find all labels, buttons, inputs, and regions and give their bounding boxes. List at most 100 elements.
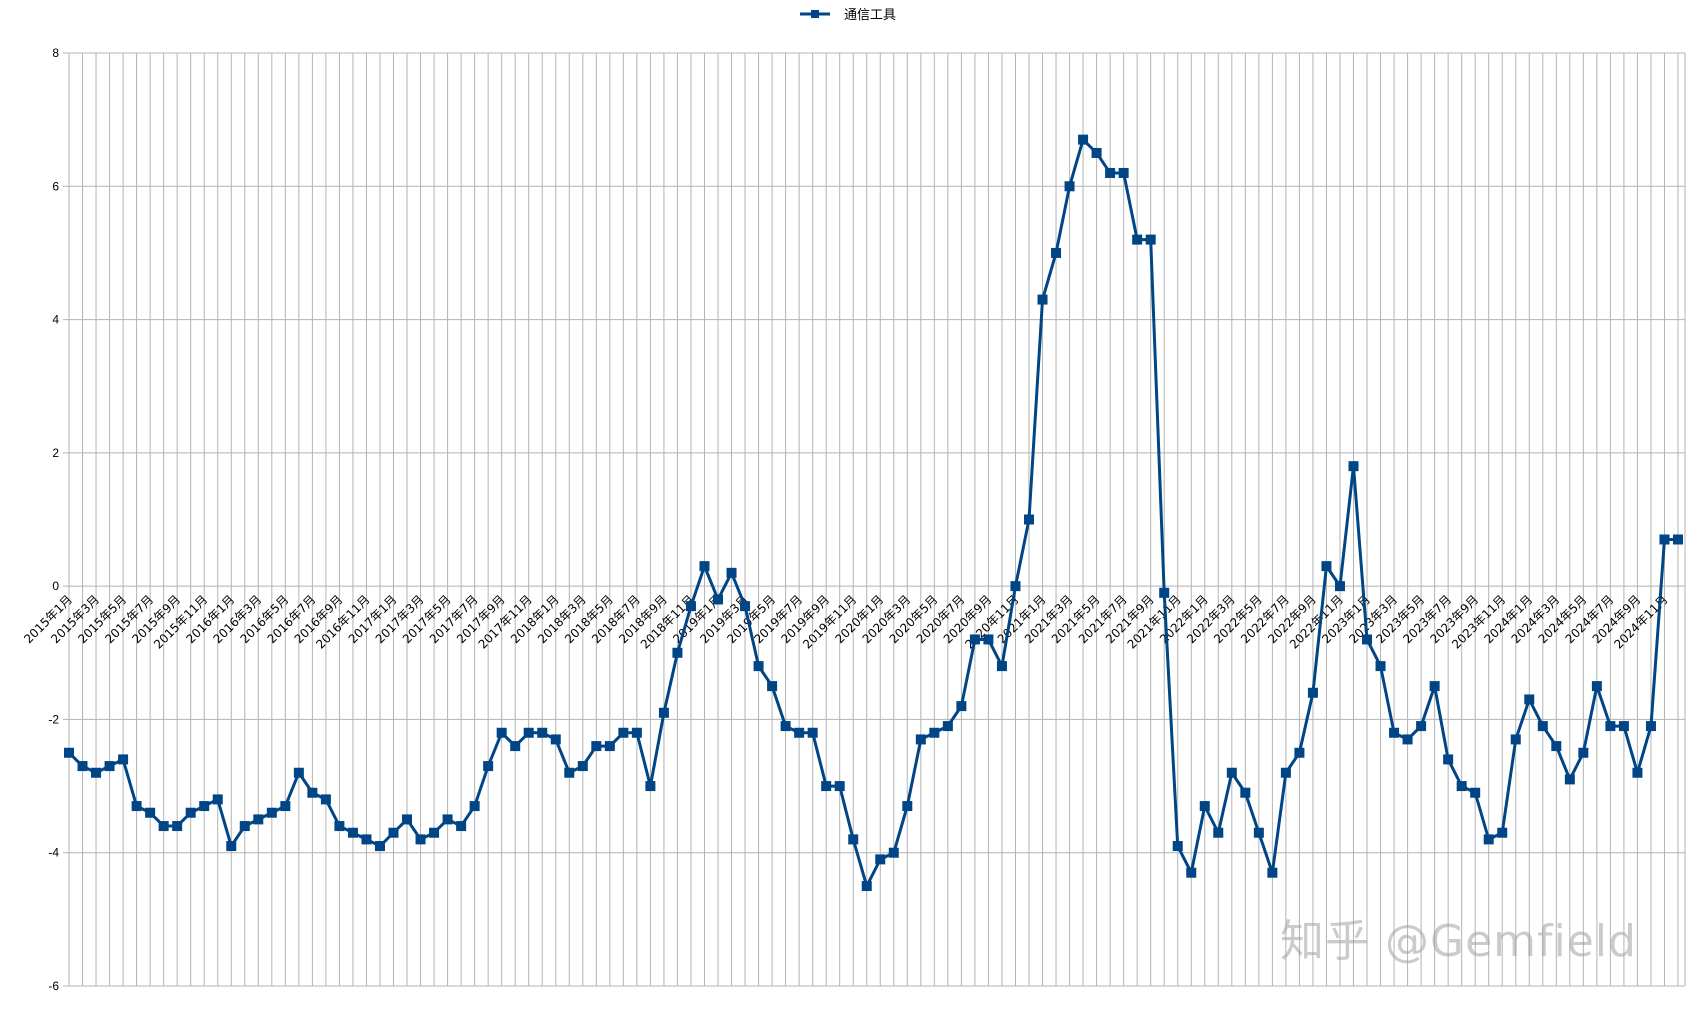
data-point-marker bbox=[429, 827, 440, 838]
data-point-marker bbox=[685, 601, 696, 612]
data-point-marker bbox=[550, 734, 561, 745]
data-point-marker bbox=[1334, 581, 1345, 592]
data-point-marker bbox=[1578, 747, 1589, 758]
data-point-marker bbox=[388, 827, 399, 838]
data-point-marker bbox=[902, 801, 913, 812]
data-point-marker bbox=[1253, 827, 1264, 838]
data-point-marker bbox=[740, 601, 751, 612]
data-point-marker bbox=[374, 841, 385, 852]
data-point-marker bbox=[402, 814, 413, 825]
data-point-marker bbox=[226, 841, 237, 852]
data-point-marker bbox=[591, 741, 602, 752]
data-point-marker bbox=[185, 807, 196, 818]
data-point-marker bbox=[523, 727, 534, 738]
data-point-marker bbox=[875, 854, 886, 865]
data-point-marker bbox=[64, 747, 74, 758]
data-point-marker bbox=[320, 794, 331, 805]
data-point-marker bbox=[266, 807, 277, 818]
data-point-marker bbox=[1010, 581, 1021, 592]
data-point-marker bbox=[564, 767, 575, 778]
data-point-marker bbox=[537, 727, 548, 738]
data-point-marker bbox=[1618, 721, 1629, 732]
data-point-marker bbox=[780, 721, 791, 732]
data-point-marker bbox=[1416, 721, 1427, 732]
data-point-marker bbox=[672, 647, 683, 658]
data-point-marker bbox=[483, 761, 494, 772]
data-point-marker bbox=[361, 834, 372, 845]
data-point-marker bbox=[172, 821, 183, 832]
data-point-marker bbox=[888, 847, 899, 858]
data-point-marker bbox=[347, 827, 358, 838]
y-tick-label: 4 bbox=[52, 313, 59, 327]
data-point-marker bbox=[577, 761, 588, 772]
data-point-marker bbox=[1483, 834, 1494, 845]
y-tick-label: 8 bbox=[52, 46, 59, 60]
data-point-marker bbox=[1240, 787, 1251, 798]
data-point-marker bbox=[1564, 774, 1575, 785]
data-point-marker bbox=[713, 594, 724, 605]
data-point-marker bbox=[293, 767, 304, 778]
data-point-marker bbox=[767, 681, 778, 692]
data-point-marker bbox=[1362, 634, 1373, 645]
data-point-marker bbox=[118, 754, 129, 765]
data-point-marker bbox=[1064, 181, 1075, 192]
y-tick-label: 2 bbox=[52, 446, 59, 460]
data-point-marker bbox=[212, 794, 223, 805]
legend-line-marker-icon bbox=[800, 9, 830, 18]
data-point-marker bbox=[1078, 134, 1089, 145]
data-point-marker bbox=[1159, 587, 1170, 598]
data-point-marker bbox=[969, 634, 980, 645]
data-point-marker bbox=[334, 821, 345, 832]
data-point-marker bbox=[1132, 234, 1143, 245]
data-point-marker bbox=[1659, 534, 1670, 545]
data-point-marker bbox=[604, 741, 615, 752]
data-point-marker bbox=[1186, 867, 1197, 878]
data-point-marker bbox=[1402, 734, 1413, 745]
data-point-marker bbox=[1551, 741, 1562, 752]
data-point-marker bbox=[956, 701, 967, 712]
data-point-marker bbox=[726, 567, 737, 578]
data-point-marker bbox=[1023, 514, 1034, 525]
y-tick-label: -4 bbox=[48, 846, 59, 860]
data-point-marker bbox=[158, 821, 169, 832]
data-point-marker bbox=[1118, 167, 1129, 178]
data-point-marker bbox=[77, 761, 88, 772]
data-point-marker bbox=[1645, 721, 1656, 732]
data-point-marker bbox=[469, 801, 480, 812]
data-point-marker bbox=[1037, 294, 1048, 305]
data-point-marker bbox=[307, 787, 318, 798]
y-tick-label: 6 bbox=[52, 179, 59, 193]
data-point-marker bbox=[1105, 167, 1116, 178]
data-point-marker bbox=[1226, 767, 1237, 778]
data-point-marker bbox=[1456, 781, 1467, 792]
data-point-marker bbox=[496, 727, 507, 738]
data-point-marker bbox=[848, 834, 859, 845]
data-point-marker bbox=[915, 734, 926, 745]
data-point-marker bbox=[1321, 561, 1332, 572]
chart-legend: 通信工具 bbox=[800, 4, 896, 23]
data-point-marker bbox=[1443, 754, 1454, 765]
data-point-marker bbox=[861, 881, 872, 892]
data-point-marker bbox=[1591, 681, 1602, 692]
data-point-marker bbox=[983, 634, 994, 645]
data-point-marker bbox=[1429, 681, 1440, 692]
data-point-marker bbox=[239, 821, 250, 832]
data-point-marker bbox=[145, 807, 156, 818]
data-point-marker bbox=[1091, 147, 1102, 158]
data-point-marker bbox=[1605, 721, 1616, 732]
data-point-marker bbox=[199, 801, 210, 812]
data-point-marker bbox=[1375, 661, 1386, 672]
data-point-marker bbox=[1199, 801, 1210, 812]
legend-label: 通信工具 bbox=[844, 8, 897, 23]
watermark: 知乎 @Gemfield bbox=[1280, 916, 1637, 967]
data-point-marker bbox=[104, 761, 115, 772]
data-point-marker bbox=[1145, 234, 1156, 245]
data-point-marker bbox=[834, 781, 845, 792]
data-point-marker bbox=[699, 561, 710, 572]
data-point-marker bbox=[658, 707, 669, 718]
data-point-marker bbox=[1051, 247, 1062, 258]
data-point-marker bbox=[1632, 767, 1643, 778]
data-point-marker bbox=[253, 814, 264, 825]
data-point-marker bbox=[807, 727, 818, 738]
data-point-marker bbox=[1524, 694, 1535, 705]
